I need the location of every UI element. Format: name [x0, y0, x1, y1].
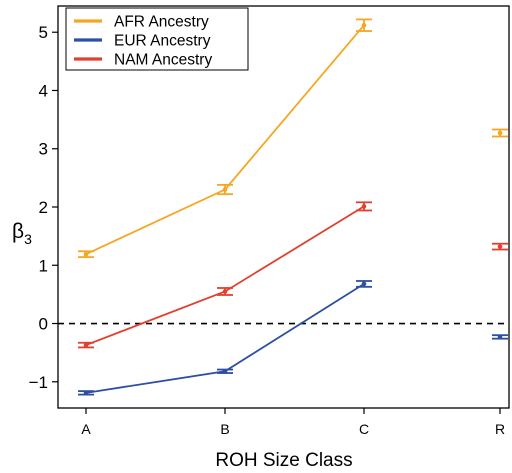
legend-item-afr-ancestry: AFR Ancestry — [74, 14, 209, 31]
legend: AFR Ancestry EUR Ancestry NAM Ancestry — [65, 7, 249, 71]
x-tick-label: A — [81, 421, 91, 437]
x-tick-label: B — [220, 421, 229, 437]
legend-label: AFR Ancestry — [114, 14, 209, 31]
series-layer — [78, 18, 508, 396]
y-tick-label: −1 — [29, 373, 48, 392]
y-tick-label: 5 — [39, 23, 48, 42]
y-axis-title-subscript: 3 — [24, 231, 32, 247]
data-point — [497, 334, 503, 340]
data-point — [83, 251, 89, 257]
y-tick-label: 3 — [39, 140, 48, 159]
data-point — [222, 368, 228, 374]
x-tick-label: R — [495, 421, 505, 437]
data-point — [497, 130, 503, 136]
x-tick-label: C — [359, 421, 369, 437]
legend-label: EUR Ancestry — [114, 33, 211, 50]
series-nam-ancestry — [78, 201, 508, 349]
y-axis-title: β3 — [12, 220, 32, 247]
series-eur-ancestry — [78, 280, 508, 396]
data-point — [222, 289, 228, 294]
y-tick-label: 4 — [39, 81, 48, 100]
y-tick-label: 0 — [39, 315, 48, 334]
data-point — [361, 281, 367, 287]
y-axis: −1 0 1 2 3 4 5 — [29, 23, 58, 392]
y-axis-title-base: β — [12, 220, 24, 243]
legend-label: NAM Ancestry — [114, 52, 212, 69]
y-tick-label: 2 — [39, 198, 48, 217]
data-point — [83, 390, 89, 396]
data-point — [361, 204, 367, 209]
y-tick-label: 1 — [39, 256, 48, 275]
data-point — [83, 342, 89, 348]
x-axis-title: ROH Size Class — [215, 450, 352, 471]
series-line — [85, 283, 365, 394]
data-point — [222, 187, 228, 192]
legend-item-eur-ancestry: EUR Ancestry — [74, 33, 211, 50]
legend-item-nam-ancestry: NAM Ancestry — [74, 52, 212, 69]
series-afr-ancestry — [78, 18, 508, 259]
data-point — [497, 244, 503, 249]
data-point — [361, 22, 367, 28]
